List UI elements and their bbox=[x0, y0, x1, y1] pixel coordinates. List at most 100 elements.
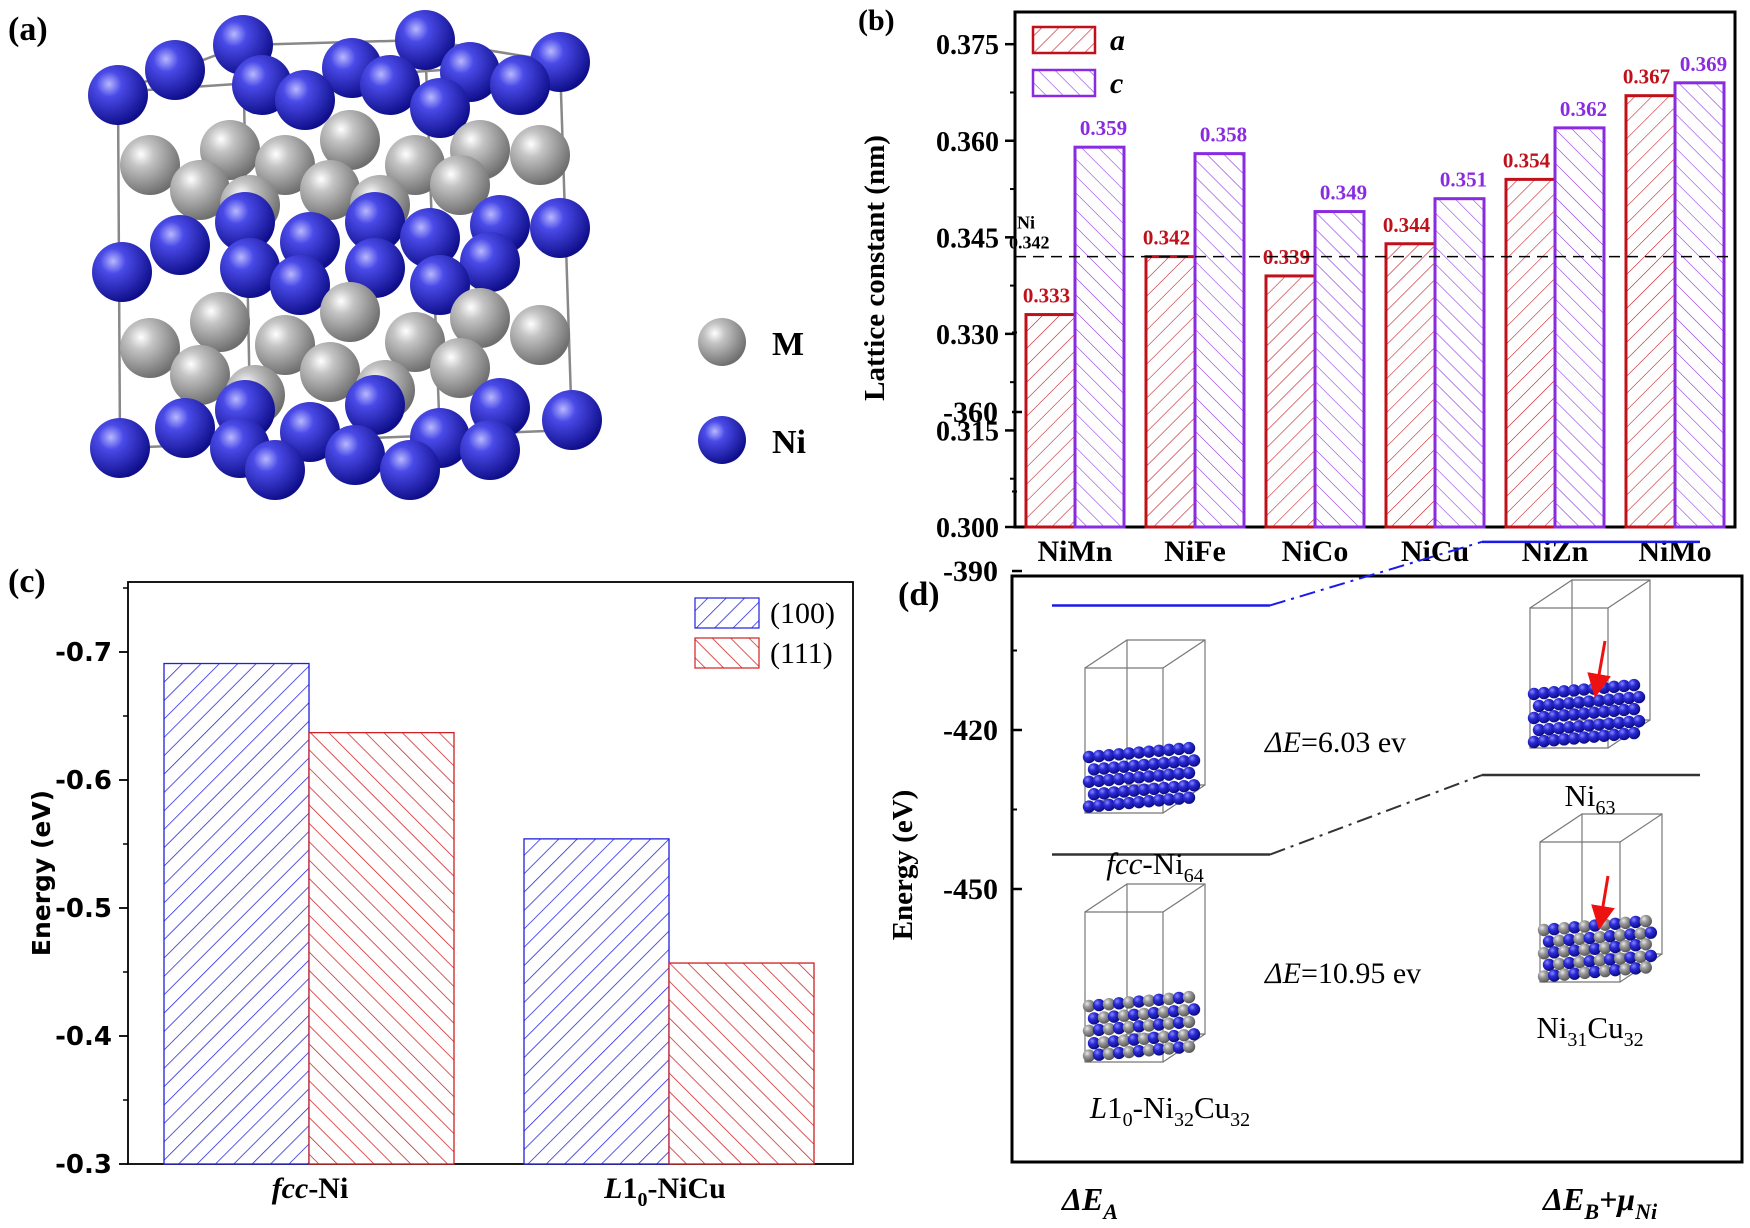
ni-atom bbox=[1087, 788, 1101, 801]
ni-atom bbox=[1167, 780, 1181, 794]
ni-atom bbox=[1627, 702, 1641, 716]
ni-atom bbox=[1187, 779, 1201, 792]
cu-atom bbox=[1614, 929, 1627, 942]
ni-atom bbox=[1167, 1005, 1181, 1018]
ni-atom bbox=[1557, 733, 1571, 746]
panel-b-ylabel: Lattice constant (nm) bbox=[859, 135, 891, 401]
lvl-fcc-main: -Ni bbox=[1142, 846, 1184, 881]
panel-b-lattice-chart: (b) Lattice constant (nm) 0.300 0.315 0.33… bbox=[858, 4, 1737, 568]
ni-atom bbox=[1107, 1035, 1121, 1048]
panel-d-label: (d) bbox=[898, 576, 940, 613]
cu-atom bbox=[1558, 968, 1571, 981]
c-ytick-label: -0.6 bbox=[55, 766, 112, 796]
ni-atom bbox=[400, 208, 460, 268]
ni-atom bbox=[1612, 692, 1626, 706]
cell-edge bbox=[1529, 579, 1573, 609]
lvl-ni63-main: Ni bbox=[1565, 778, 1596, 813]
cu-atom bbox=[1082, 999, 1096, 1013]
panel-d-supercells bbox=[1082, 579, 1663, 1063]
ni-atom bbox=[1127, 759, 1141, 773]
ni-atom bbox=[1172, 742, 1186, 756]
ni-atom bbox=[1562, 721, 1576, 734]
ni-atom bbox=[92, 242, 152, 302]
lvl-fcc-italic: fcc bbox=[1106, 846, 1142, 881]
d-xlabel-dea-sub: A bbox=[1101, 1199, 1118, 1224]
gray-sphere-icon bbox=[698, 318, 746, 366]
ni-atom bbox=[1102, 749, 1116, 762]
cu-atom bbox=[1537, 923, 1551, 937]
panel-c-ylabel: Energy (eV) bbox=[27, 790, 56, 956]
ni-atom bbox=[1112, 748, 1126, 761]
ni-atom bbox=[1627, 678, 1641, 692]
b-category-label: NiCo bbox=[1282, 535, 1349, 568]
b-ni-reference-value: 0.342 bbox=[1009, 233, 1050, 253]
c-bar-111 bbox=[668, 962, 815, 1165]
c-xlabel-fcc-italic: fcc bbox=[272, 1172, 309, 1205]
lvl-l10-main3: Cu bbox=[1194, 1090, 1230, 1125]
ni-atom bbox=[275, 70, 335, 130]
panel-c-frame bbox=[127, 581, 854, 1165]
ni-atom bbox=[1542, 722, 1556, 736]
ni-atom bbox=[1567, 684, 1581, 697]
panel-d-axis: -360 -390 -420 -450 bbox=[943, 331, 1022, 906]
ni-atom bbox=[1132, 746, 1146, 759]
cu-atom bbox=[1639, 961, 1653, 974]
cu-atom bbox=[1558, 945, 1571, 958]
c-xlabel-l10-sub: 0 bbox=[637, 1189, 647, 1211]
cu-atom bbox=[1082, 1049, 1096, 1062]
ni-atom bbox=[1097, 787, 1111, 800]
d-ytick-label: -420 bbox=[943, 714, 998, 747]
ni-atom bbox=[90, 418, 150, 478]
ni-atom bbox=[490, 55, 550, 115]
m-atom bbox=[510, 305, 570, 365]
ni-atom bbox=[1132, 1044, 1146, 1058]
ni-atom bbox=[1567, 708, 1581, 721]
ni-atom bbox=[380, 440, 440, 500]
cu-atom bbox=[1578, 966, 1591, 980]
ni-atom bbox=[1122, 772, 1136, 785]
crystal-structure-illustration bbox=[88, 10, 602, 500]
c-xlabel-l10-main: 1 bbox=[622, 1172, 637, 1205]
ni-atom bbox=[1112, 772, 1126, 786]
ni-atom bbox=[1087, 1037, 1101, 1050]
c-bar-100 bbox=[163, 662, 310, 1165]
transition-nicu-rest: =10.95 ev bbox=[1301, 957, 1421, 990]
panel-c-energy-chart: (c) Energy (eV) -0.3 -0.4 -0.5 -0.6 -0.7 (10… bbox=[8, 563, 854, 1211]
b-value-label-a: 0.354 bbox=[1503, 148, 1551, 172]
ni-atom bbox=[1627, 726, 1641, 740]
ni-atom bbox=[1562, 697, 1576, 710]
ni-atom bbox=[1547, 969, 1561, 982]
ni-atom bbox=[1092, 749, 1106, 763]
lvl-ni31-sub2: 32 bbox=[1624, 1029, 1644, 1051]
ni-atom bbox=[1147, 782, 1161, 796]
b-category-label: NiMo bbox=[1638, 535, 1711, 568]
c-xlabel-l10-rest: -NiCu bbox=[647, 1172, 725, 1205]
ni-atom bbox=[395, 10, 455, 70]
c-xlabel-fcc-rest: -Ni bbox=[308, 1172, 348, 1205]
level-label-ni31cu32: Ni31Cu32 bbox=[1536, 1010, 1643, 1051]
ni-atom bbox=[1162, 768, 1176, 781]
b-category-label: NiFe bbox=[1164, 535, 1226, 568]
m-atom bbox=[510, 125, 570, 185]
ni-atom bbox=[1607, 728, 1621, 742]
ni-atom bbox=[530, 198, 590, 258]
legend-ni: Ni bbox=[698, 416, 806, 464]
ni-atom bbox=[1142, 745, 1156, 758]
b-value-label-c: 0.359 bbox=[1080, 116, 1127, 140]
ni-atom bbox=[1112, 1046, 1126, 1060]
cell-edge bbox=[1162, 639, 1206, 669]
ni-atom bbox=[1632, 690, 1646, 704]
cell-edge bbox=[1619, 813, 1663, 843]
ni-atom bbox=[1563, 933, 1576, 947]
cu-atom bbox=[1537, 970, 1551, 983]
b-value-label-a: 0.367 bbox=[1623, 65, 1670, 89]
ni-atom bbox=[1602, 717, 1616, 730]
b-bar-a bbox=[1144, 255, 1197, 529]
cu-atom bbox=[1634, 927, 1647, 940]
cu-atom bbox=[1122, 1045, 1136, 1059]
ni-atom bbox=[1568, 944, 1581, 957]
ni-atom bbox=[1624, 951, 1637, 964]
ni-atom bbox=[1557, 685, 1571, 698]
lvl-l10-main2: -Ni bbox=[1133, 1090, 1175, 1125]
ni-atom bbox=[1092, 1023, 1106, 1037]
